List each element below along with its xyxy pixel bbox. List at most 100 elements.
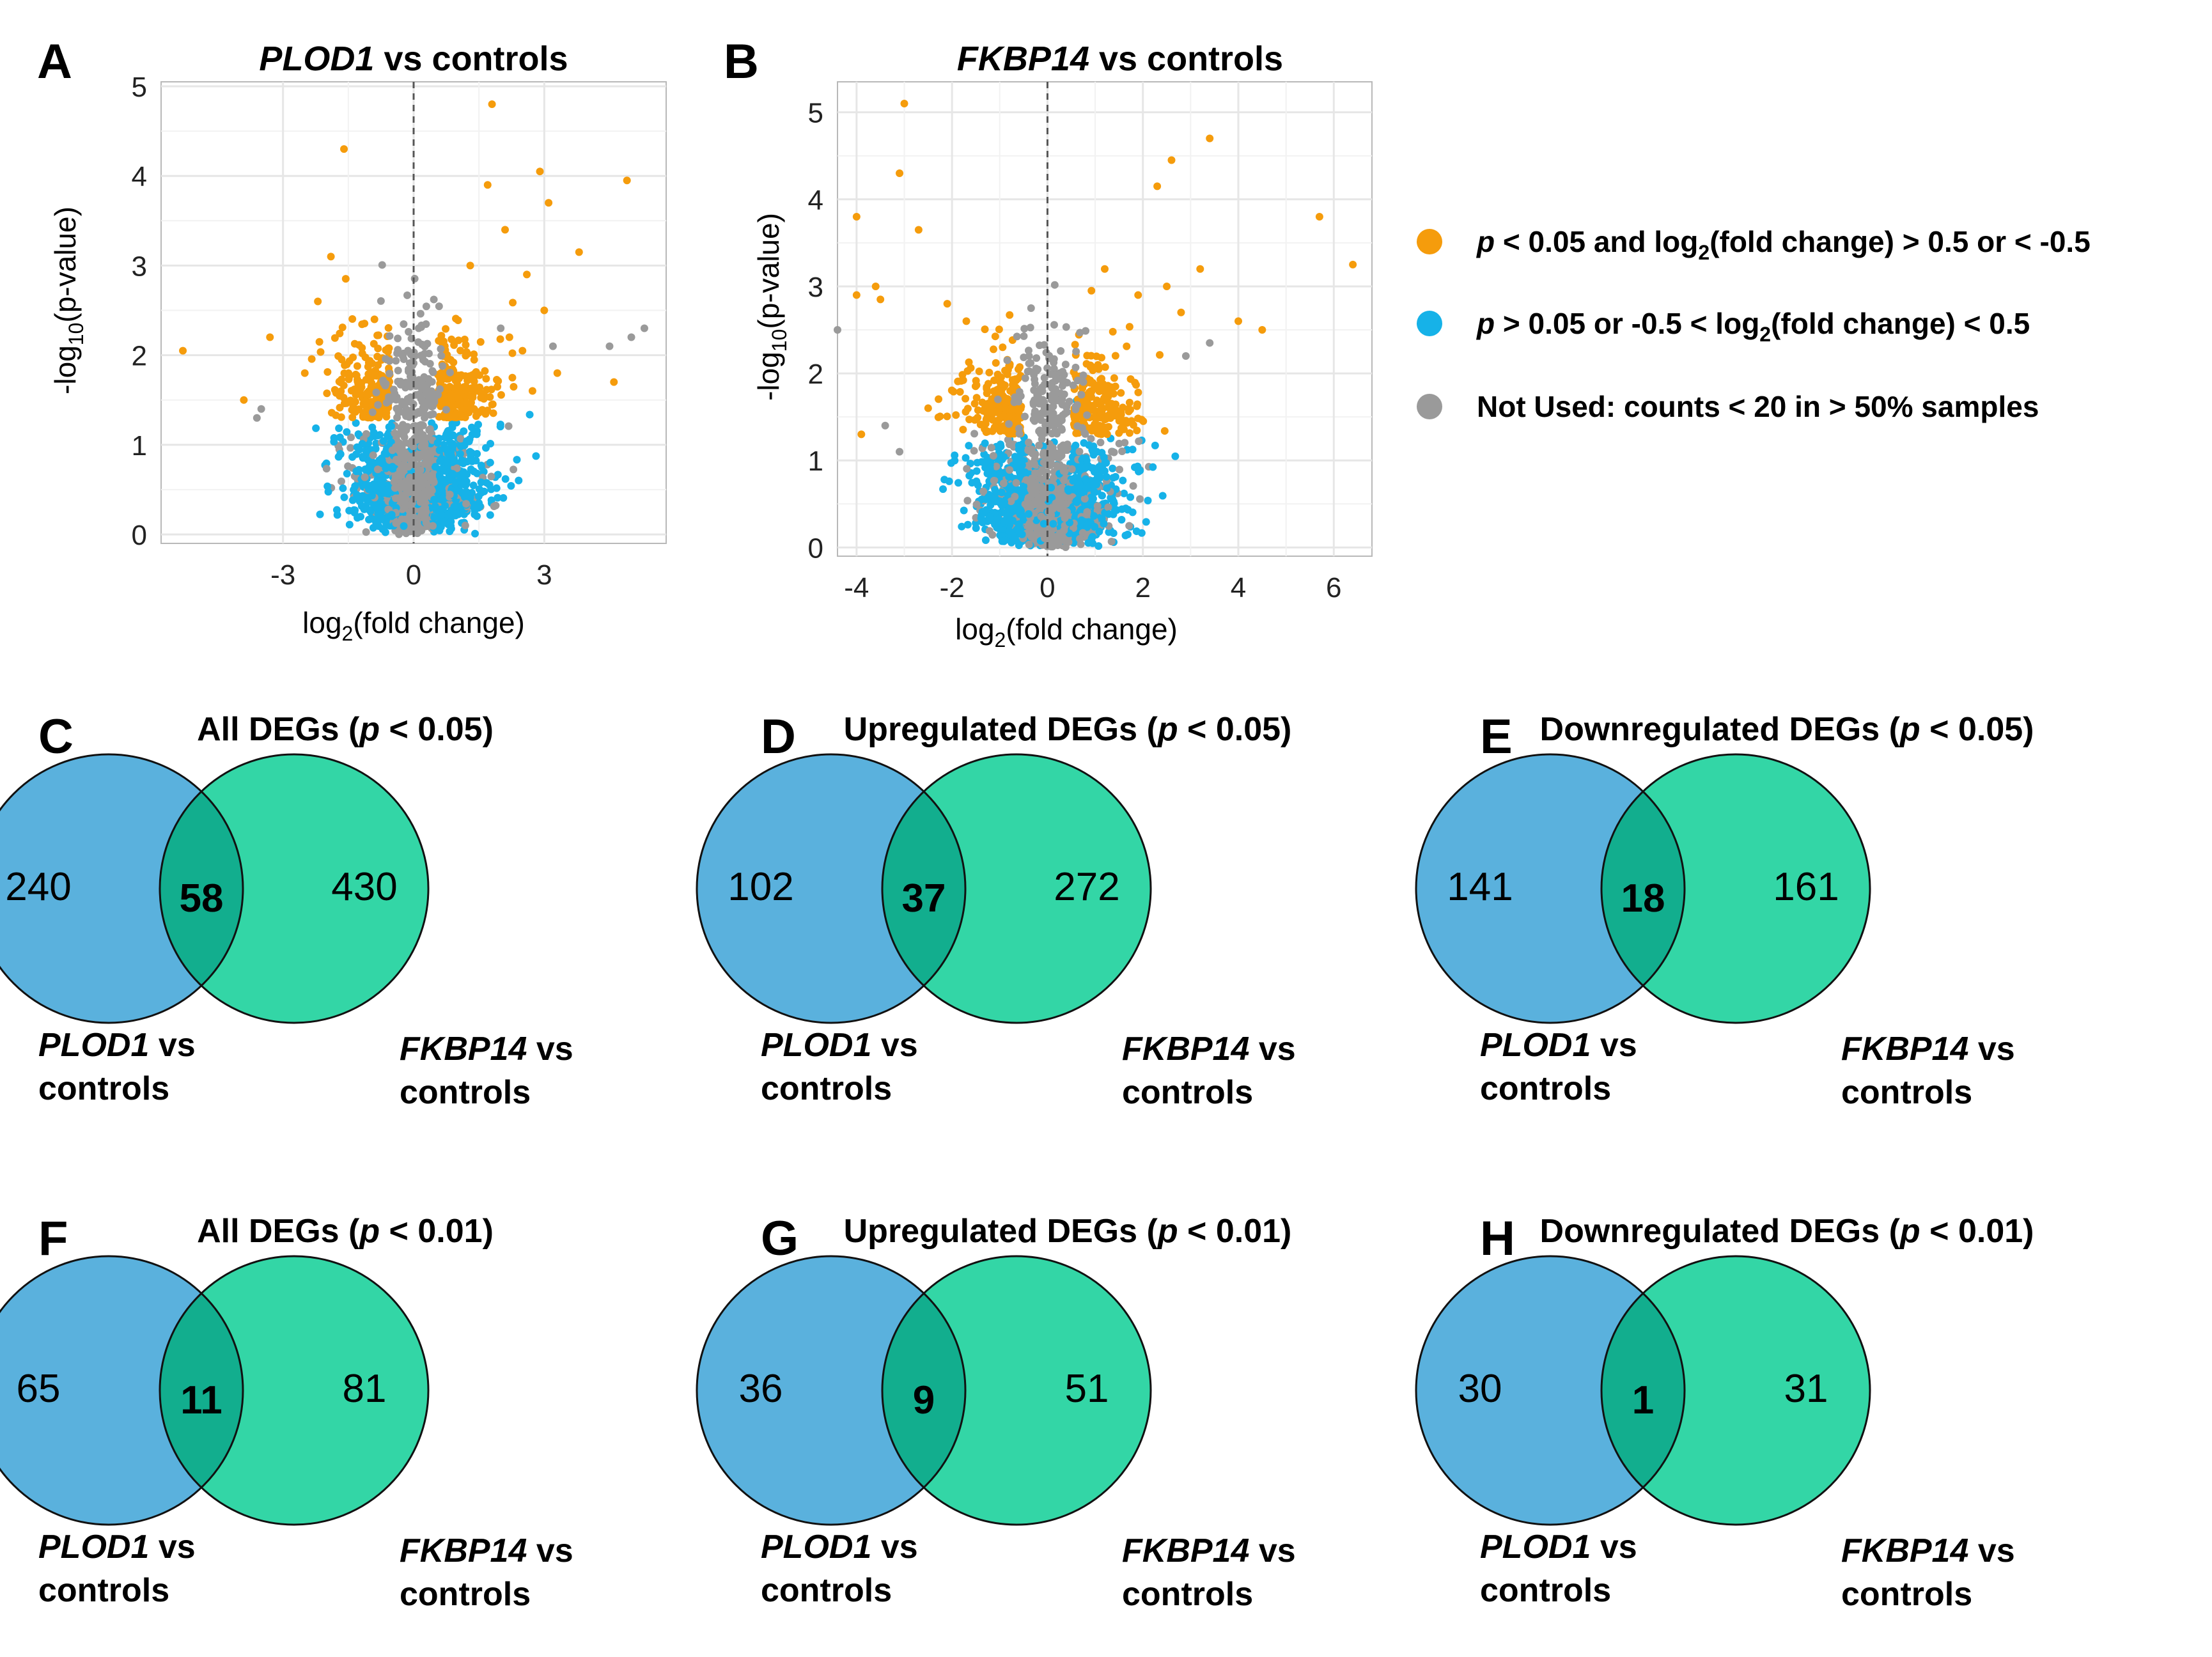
volcano-b-point (1024, 446, 1032, 455)
volcano-b-point (1072, 497, 1080, 505)
volcano-b-point (1049, 520, 1057, 528)
volcano-a-point (545, 199, 553, 207)
volcano-b-point (1206, 339, 1214, 347)
venn-g-panel-letter: G (761, 1211, 798, 1266)
volcano-b-point (1009, 532, 1017, 540)
volcano-a-point (429, 410, 437, 418)
volcano-b-point (959, 426, 967, 434)
volcano-a-point (462, 399, 470, 407)
volcano-a-point (428, 486, 436, 495)
volcano-a-point (472, 430, 481, 439)
volcano-a-point (549, 342, 557, 350)
venn-d-right-circle (882, 754, 1151, 1023)
volcano-b-point (1136, 467, 1144, 475)
volcano-a-point (426, 400, 434, 408)
volcano-b-point (1258, 326, 1266, 334)
volcano-b-point (1063, 403, 1071, 412)
volcano-a-point (386, 332, 394, 340)
volcano-b-point (1063, 508, 1071, 516)
legend-marker-significant (1417, 229, 1442, 254)
volcano-a-point (437, 523, 445, 531)
volcano-a-point (362, 430, 370, 438)
volcano-a-point (481, 367, 489, 375)
venn-f-right-label-vs: vs (527, 1532, 573, 1569)
volcano-b-point (963, 497, 972, 505)
volcano-a-point (253, 414, 261, 422)
volcano-b-point (1038, 476, 1047, 484)
volcano-a-point (300, 369, 309, 377)
volcano-a-point (505, 333, 513, 341)
venn-h-right-label-gene: FKBP14 vs (1841, 1532, 2015, 1569)
volcano-b-point (1050, 364, 1058, 373)
volcano-b-point (1021, 412, 1029, 421)
volcano-b-point (1098, 354, 1106, 362)
volcano-b-point (871, 282, 880, 290)
volcano-a-point (439, 362, 447, 370)
volcano-b-point (1235, 317, 1242, 325)
volcano-b-point (972, 381, 981, 389)
volcano-a-point (437, 345, 445, 353)
volcano-b-point (1076, 329, 1084, 337)
volcano-a-plot-area: 0 1 2 3 4 5 -3 0 3 (132, 72, 667, 591)
volcano-b-point (1073, 401, 1081, 409)
volcano-a-point (443, 428, 451, 437)
volcano-a-point (476, 338, 485, 346)
venn-c-right-label-controls: controls (400, 1074, 531, 1111)
volcano-b-point (1063, 444, 1071, 453)
volcano-b-point (1037, 512, 1045, 520)
volcano-b-ytick-label: 3 (808, 272, 823, 303)
volcano-a-point (377, 297, 385, 305)
volcano-b-point (1071, 341, 1079, 349)
volcano-a-point (400, 522, 408, 530)
volcano-a-point (401, 453, 410, 461)
volcano-b-point (1051, 385, 1059, 393)
volcano-a-point (335, 424, 343, 433)
volcano-a-point (486, 393, 494, 401)
volcano-b-point (1060, 476, 1068, 485)
volcano-a-point (359, 454, 367, 462)
volcano-b-point (1018, 461, 1026, 469)
volcano-b-point (1087, 464, 1096, 472)
volcano-b-point (1125, 429, 1133, 437)
venn-g-title-post: < 0.01) (1178, 1213, 1292, 1250)
volcano-a-point (404, 346, 412, 355)
venn-f: F All DEGs (p < 0.01) 65 11 81 PLOD1 vs contro… (0, 1211, 573, 1613)
volcano-a-point (361, 353, 370, 361)
venn-f-left-label-gene: PLOD1 vs (38, 1529, 196, 1566)
volcano-b-point (1129, 482, 1137, 490)
volcano-a-point (336, 433, 344, 442)
volcano-a-point (364, 362, 372, 371)
volcano-b-point (1068, 465, 1076, 473)
volcano-a-point (345, 375, 353, 384)
volcano-a-point (476, 502, 484, 510)
volcano-b-xlabel-post: (fold change) (1006, 612, 1178, 646)
volcano-b-point (960, 506, 968, 515)
volcano-a-point (623, 176, 631, 185)
volcano-b-point (900, 100, 908, 108)
volcano-b-ylabel-pre: -log (752, 352, 785, 401)
volcano-a-point (336, 449, 345, 458)
volcano-b-point (1112, 406, 1120, 414)
volcano-a-point (509, 299, 517, 307)
volcano-b-point (1123, 530, 1132, 538)
venn-e-title-post: < 0.05) (1920, 711, 2034, 748)
volcano-b-point (1015, 398, 1023, 406)
volcano-b-point (1034, 365, 1042, 373)
venn-e-overlap-count: 18 (1621, 876, 1665, 921)
volcano-b-point (1055, 504, 1064, 513)
volcano-a-ylabel-sub: 10 (65, 323, 88, 346)
volcano-b-point (1052, 373, 1061, 382)
volcano-a-point (322, 465, 331, 473)
volcano-a-point (450, 502, 458, 511)
legend-text-not-significant: p > 0.05 or -0.5 < log2(fold change) < 0… (1476, 307, 2030, 346)
volcano-a-point (371, 484, 380, 492)
volcano-b-point (1126, 493, 1135, 501)
volcano-b-point (1032, 354, 1041, 362)
venn-c-panel-letter: C (38, 710, 74, 764)
volcano-a-point (450, 341, 458, 349)
volcano-b-point (986, 465, 994, 473)
volcano-a-point (362, 389, 371, 398)
volcano-a-point (459, 459, 467, 467)
venn-g-right-label-gene: FKBP14 vs (1122, 1532, 1296, 1569)
